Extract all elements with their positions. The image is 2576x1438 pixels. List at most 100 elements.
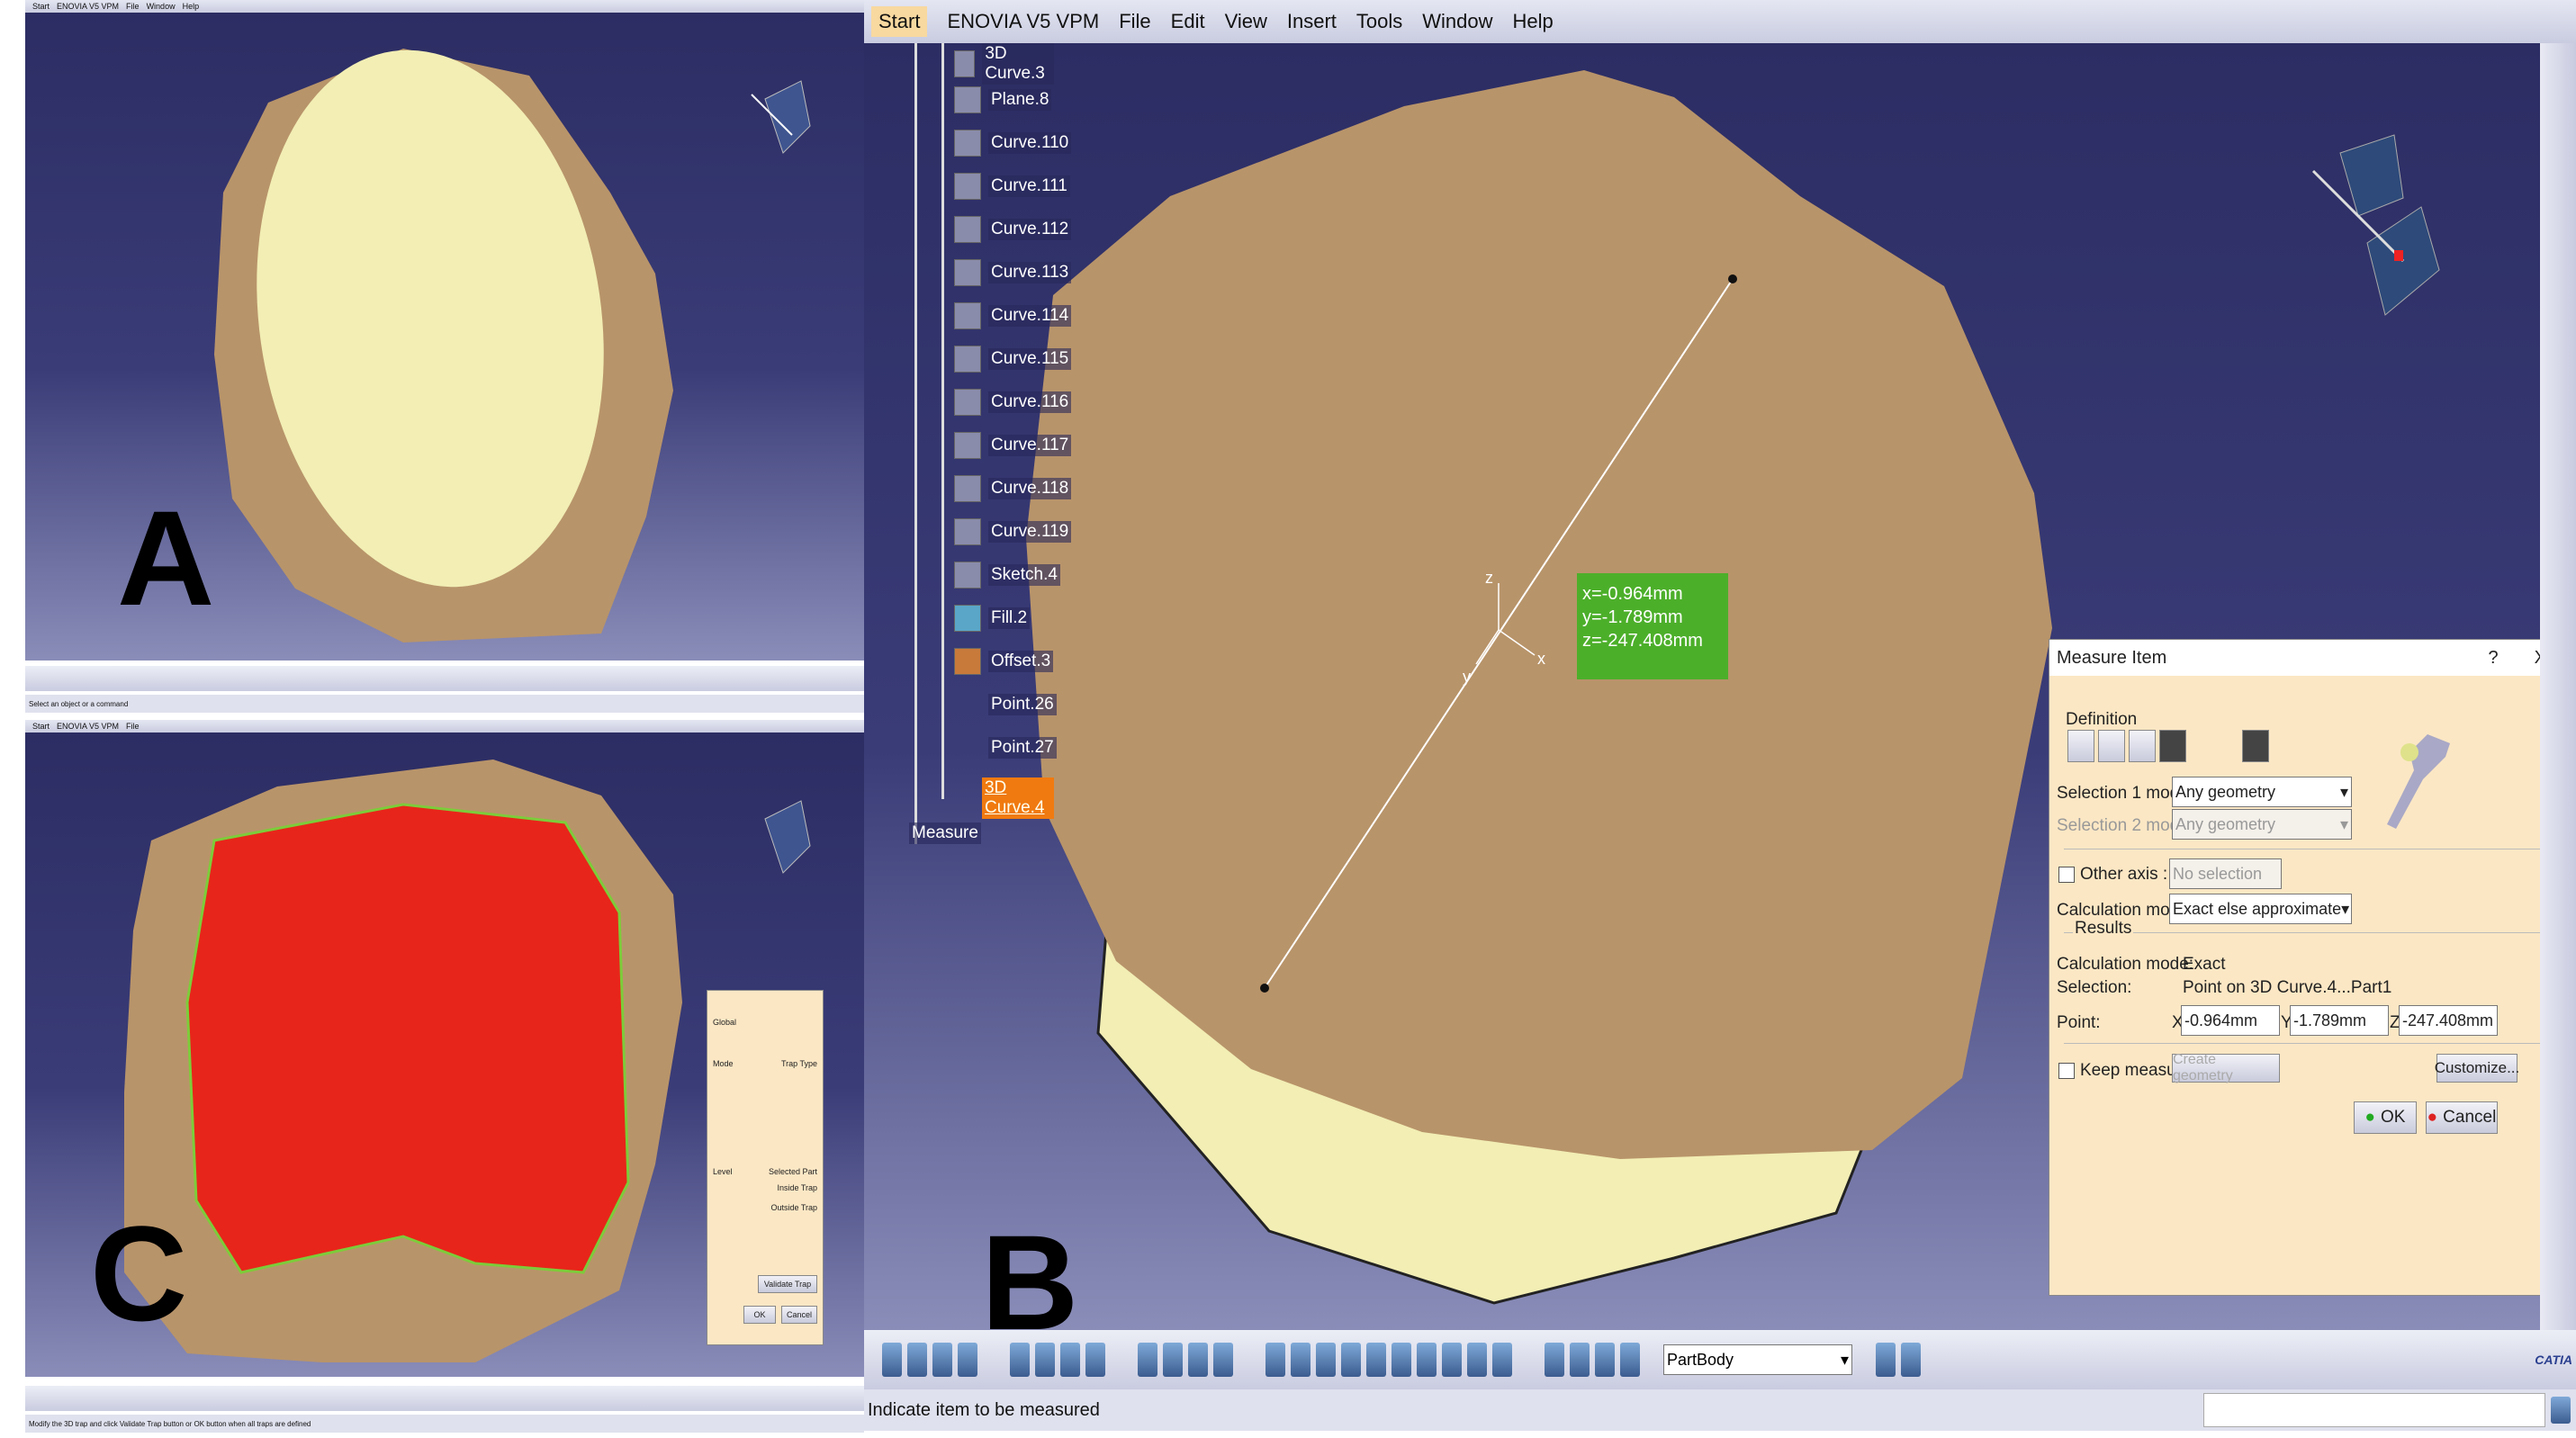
body-select[interactable]: PartBody ▾	[1663, 1344, 1852, 1375]
command-input[interactable]	[2203, 1393, 2545, 1427]
rotate-icon[interactable]	[1316, 1343, 1336, 1377]
menu-file[interactable]: File	[126, 2, 140, 11]
menu-window[interactable]: Window	[146, 2, 176, 11]
tree-item[interactable]: Curve.112	[954, 216, 1072, 243]
tree-item[interactable]: Offset.3	[954, 648, 1054, 675]
customize-button[interactable]: Customize...	[2435, 1054, 2519, 1083]
tool-icon[interactable]	[1620, 1343, 1640, 1377]
chevron-down-icon: ▾	[1840, 1350, 1849, 1369]
tree-item[interactable]: 3D Curve.3	[954, 43, 1054, 85]
tree-item[interactable]: Curve.110	[954, 130, 1072, 157]
tool-icon[interactable]	[1545, 1343, 1564, 1377]
catalog-icon[interactable]	[1163, 1343, 1183, 1377]
print-icon[interactable]	[958, 1343, 977, 1377]
analysis-icon[interactable]	[1213, 1343, 1233, 1377]
open-icon[interactable]	[907, 1343, 927, 1377]
tool-icon[interactable]	[1595, 1343, 1615, 1377]
menu-enovia[interactable]: ENOVIA V5 VPM	[57, 2, 120, 11]
tree-item-measure[interactable]: Measure	[909, 822, 981, 844]
render-style-icon[interactable]	[1442, 1343, 1462, 1377]
other-axis-checkbox[interactable]: Other axis :	[2058, 865, 2167, 885]
tree-item[interactable]: Curve.114	[954, 302, 1072, 329]
menu-help[interactable]: Help	[182, 2, 200, 11]
new-icon[interactable]	[882, 1343, 902, 1377]
tree-item[interactable]: Plane.8	[954, 86, 1052, 113]
pan-icon[interactable]	[1291, 1343, 1311, 1377]
zoom-out-icon[interactable]	[1366, 1343, 1386, 1377]
tree-item[interactable]: Fill.2	[954, 605, 1031, 632]
whats-this-icon[interactable]	[1085, 1343, 1105, 1377]
measure-fan-icon[interactable]	[2129, 730, 2156, 762]
measure-chain-icon[interactable]	[2098, 730, 2125, 762]
label-z: z=-247.408mm	[1582, 631, 1703, 651]
ok-button[interactable]: ● OK	[2354, 1101, 2417, 1134]
tree-item[interactable]: Curve.118	[954, 475, 1072, 502]
calculation-mode-dropdown[interactable]: Exact else approximate ▾	[2169, 894, 2352, 924]
tree-item[interactable]: Curve.115	[954, 346, 1072, 373]
tree-item[interactable]: Curve.119	[954, 518, 1072, 545]
point-z-field[interactable]: -247.408mm	[2399, 1005, 2498, 1036]
inside-trap-radio[interactable]: Inside Trap	[777, 1183, 817, 1192]
swap-icon[interactable]	[1492, 1343, 1512, 1377]
point-x-field[interactable]: -0.964mm	[2181, 1005, 2280, 1036]
tree-item-selected[interactable]: 3D Curve.4	[954, 777, 1054, 819]
help-button[interactable]: ?	[2488, 647, 2499, 668]
measure-item-icon[interactable]	[2159, 730, 2186, 762]
panel-c-menubar: Start ENOVIA V5 VPM File	[25, 720, 864, 732]
tree-item[interactable]: Point.26	[954, 691, 1057, 718]
zoom-in-icon[interactable]	[1341, 1343, 1361, 1377]
trap-type: Trap Type	[780, 1059, 817, 1068]
keep-measure-checkbox[interactable]: Keep measure	[2058, 1061, 2192, 1081]
menu-file[interactable]: File	[1119, 10, 1151, 32]
views-icon[interactable]	[1417, 1343, 1437, 1377]
result-selection-label: Selection:	[2057, 978, 2132, 997]
plane-surface	[257, 49, 604, 588]
measure-between-icon[interactable]	[2067, 730, 2094, 762]
compass-icon[interactable]	[2304, 117, 2448, 333]
paste-icon[interactable]	[1010, 1343, 1030, 1377]
fit-all-icon[interactable]	[1265, 1343, 1285, 1377]
formula-icon[interactable]	[1138, 1343, 1157, 1377]
redo-icon[interactable]	[1060, 1343, 1080, 1377]
tree-item[interactable]: Curve.113	[954, 259, 1072, 286]
menu-tools[interactable]: Tools	[1356, 10, 1403, 32]
tree-item[interactable]: Sketch.4	[954, 562, 1060, 589]
tool-icon[interactable]	[1570, 1343, 1590, 1377]
menu-edit[interactable]: Edit	[1170, 10, 1205, 32]
cancel-button[interactable]: ● Cancel	[2426, 1101, 2498, 1134]
tree-item[interactable]: Curve.116	[954, 389, 1072, 416]
status-bar: Indicate item to be measured	[864, 1389, 2576, 1431]
menu-start[interactable]: Start	[32, 2, 50, 11]
validate-trap-button[interactable]: Validate Trap	[758, 1275, 817, 1293]
menu-enovia[interactable]: ENOVIA V5 VPM	[947, 10, 1100, 32]
measure-icon[interactable]	[1188, 1343, 1208, 1377]
menu-window[interactable]: Window	[1422, 10, 1493, 32]
tree-item[interactable]: Curve.111	[954, 173, 1070, 200]
result-calc-value: Exact	[2183, 955, 2226, 974]
tool-icon[interactable]	[1876, 1343, 1896, 1377]
curve-icon	[954, 389, 981, 416]
menu-enovia[interactable]: ENOVIA V5 VPM	[57, 722, 120, 731]
save-icon[interactable]	[932, 1343, 952, 1377]
undo-icon[interactable]	[1035, 1343, 1055, 1377]
menu-start[interactable]: Start	[871, 6, 928, 37]
tree-item[interactable]: Curve.117	[954, 432, 1072, 459]
normal-view-icon[interactable]	[1392, 1343, 1411, 1377]
tree-item[interactable]: Point.27	[954, 734, 1057, 761]
menu-file[interactable]: File	[126, 722, 140, 731]
menu-help[interactable]: Help	[1512, 10, 1554, 32]
menu-view[interactable]: View	[1224, 10, 1267, 32]
menu-insert[interactable]: Insert	[1286, 10, 1337, 32]
measure-thickness-icon[interactable]	[2242, 730, 2269, 762]
selection1-dropdown[interactable]: Any geometry ▾	[2172, 777, 2352, 807]
axis-y-label: y	[1463, 668, 1471, 686]
trap-ok-button[interactable]: OK	[743, 1306, 776, 1324]
trap-dialog: Global Mode Trap Type Level Selected Part …	[707, 990, 824, 1345]
menu-start[interactable]: Start	[32, 722, 50, 731]
tool-icon[interactable]	[1901, 1343, 1921, 1377]
point-y-field[interactable]: -1.789mm	[2290, 1005, 2389, 1036]
trap-cancel-button[interactable]: Cancel	[781, 1306, 817, 1324]
outside-trap-radio[interactable]: Outside Trap	[770, 1203, 817, 1212]
command-button[interactable]	[2551, 1397, 2571, 1424]
hide-show-icon[interactable]	[1467, 1343, 1487, 1377]
